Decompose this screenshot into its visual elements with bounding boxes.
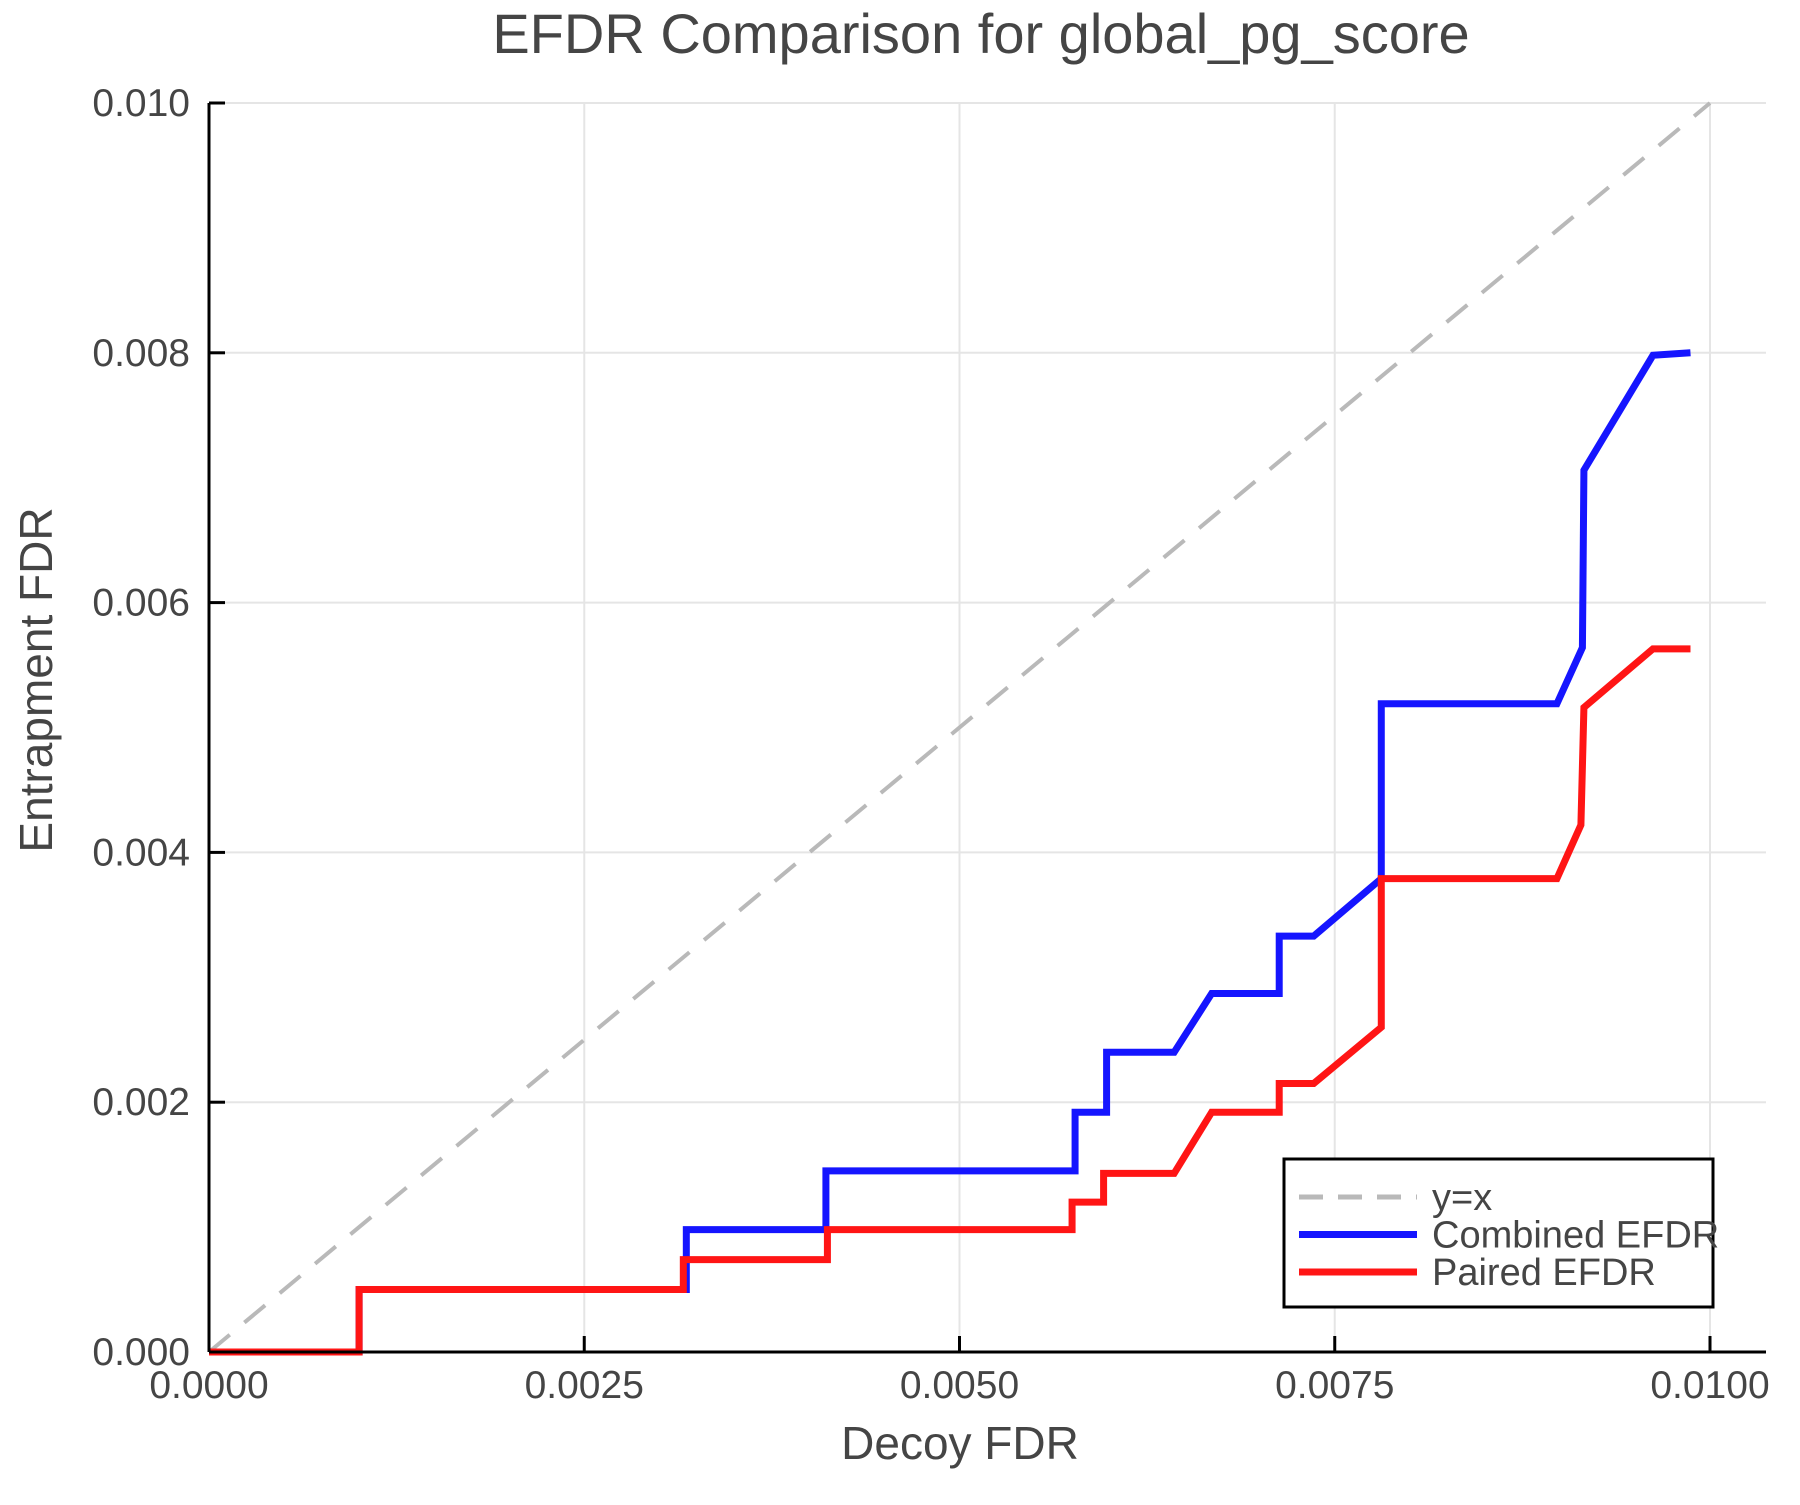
x-tick-label: 0.0100 (1650, 1364, 1769, 1407)
axes (207, 101, 1766, 1354)
chart-title: EFDR Comparison for global_pg_score (492, 2, 1469, 65)
series-y-x (207, 101, 1712, 1354)
y-axis-label: Entrapment FDR (10, 507, 62, 852)
y-tick-label: 0.008 (92, 332, 190, 375)
x-tick-label: 0.0075 (1275, 1364, 1394, 1407)
y-tick-label: 0.006 (92, 582, 190, 625)
y-tick-label: 0.000 (92, 1331, 190, 1374)
y-tick-label: 0.004 (92, 831, 190, 874)
x-tick-label: 0.0000 (149, 1364, 268, 1407)
y-tick-label: 0.010 (92, 82, 190, 125)
x-tick-label: 0.0025 (525, 1364, 644, 1407)
legend-label: Combined EFDR (1432, 1215, 1719, 1257)
series-combined-efdr (209, 349, 1691, 1356)
x-tick-label: 0.0050 (900, 1364, 1019, 1407)
legend-label: y=x (1432, 1177, 1492, 1219)
gridlines (209, 102, 1766, 1352)
y-tick-label: 0.002 (92, 1081, 190, 1124)
tick-labels: 0.0000 0.0025 0.0050 0.0075 0.0100 0.000 0.002… (92, 82, 1769, 1407)
series-lines (207, 101, 1712, 1356)
series-paired-efdr (209, 645, 1691, 1356)
x-axis-label: Decoy FDR (841, 1417, 1079, 1469)
legend-label: Paired EFDR (1432, 1252, 1656, 1294)
